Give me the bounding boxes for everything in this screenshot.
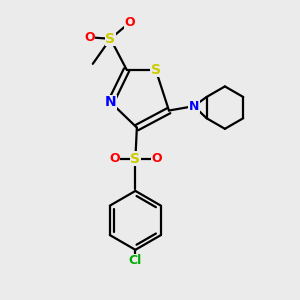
Text: O: O (124, 16, 135, 29)
Text: Cl: Cl (129, 254, 142, 268)
Text: N: N (105, 95, 116, 110)
Text: N: N (189, 100, 199, 112)
Text: S: S (151, 63, 161, 77)
Text: O: O (109, 152, 119, 165)
Text: O: O (84, 31, 94, 44)
Text: S: S (130, 152, 140, 166)
Text: O: O (151, 152, 162, 165)
Text: S: S (106, 32, 116, 46)
